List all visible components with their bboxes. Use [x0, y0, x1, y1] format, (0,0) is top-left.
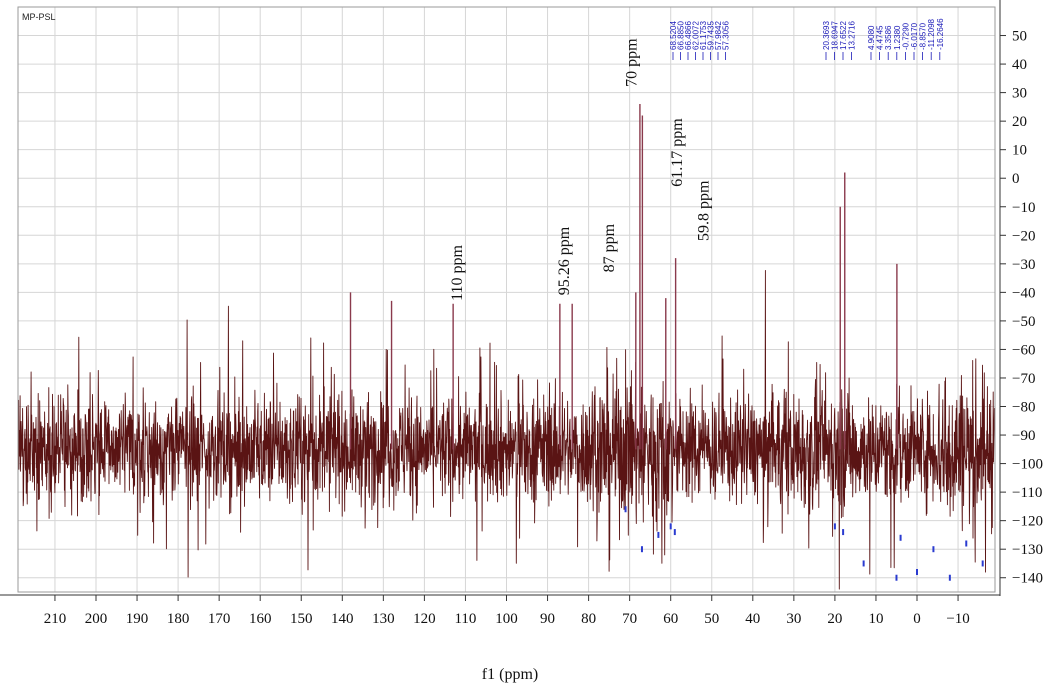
y-tick-label: −120 — [1012, 514, 1043, 530]
x-tick-label: 30 — [786, 611, 801, 627]
x-tick-label: 20 — [827, 611, 842, 627]
peak-annotation: 59.8 ppm — [696, 180, 713, 241]
x-tick-label: 170 — [208, 611, 231, 627]
peak-label: 1.2380 — [893, 25, 902, 50]
y-tick-label: 10 — [1012, 143, 1027, 159]
x-tick-label: 0 — [913, 611, 921, 627]
y-tick-label: 30 — [1012, 86, 1027, 102]
plot-frame — [17, 6, 996, 593]
peak-label: 13.2716 — [848, 21, 857, 50]
y-tick-label: −110 — [1012, 485, 1042, 501]
sample-label: MP-PSL — [22, 12, 56, 22]
peak-label: -16.2646 — [936, 18, 945, 50]
y-tick-label: 50 — [1012, 29, 1027, 45]
x-tick-label: 180 — [167, 611, 190, 627]
peak-annotation: 70 ppm — [624, 38, 641, 87]
peak-annotation: 110 ppm — [449, 245, 466, 301]
y-tick-label: −130 — [1012, 542, 1043, 558]
x-tick-label: 210 — [44, 611, 67, 627]
x-axis-title: f1 (ppm) — [482, 666, 538, 683]
x-tick-label: 40 — [745, 611, 760, 627]
x-tick-label: 150 — [290, 611, 313, 627]
y-tick-label: 0 — [1012, 171, 1020, 187]
x-tick-label: 110 — [454, 611, 476, 627]
peak-label: 4.4745 — [876, 25, 885, 50]
peak-label: 59.7435 — [707, 21, 716, 50]
peak-label: 57.3056 — [722, 21, 731, 50]
peak-label: 57.9842 — [714, 21, 723, 50]
integration-markers — [624, 506, 984, 581]
peak-label: 4.9080 — [867, 25, 876, 50]
x-tick-label: 130 — [372, 611, 395, 627]
peak-label: -11.2098 — [927, 18, 936, 50]
x-tick-label: 10 — [868, 611, 883, 627]
x-tick-label: 90 — [540, 611, 555, 627]
x-tick-label: 160 — [249, 611, 272, 627]
peak-label: 3.3586 — [884, 25, 893, 50]
peak-annotation: 61.17 ppm — [669, 118, 686, 187]
x-tick-label: 60 — [663, 611, 678, 627]
peak-annotation: 95.26 ppm — [556, 226, 573, 295]
y-tick-label: −100 — [1012, 457, 1043, 473]
peak-labels: 68.520466.885066.486662.007261.175359.74… — [669, 18, 945, 60]
x-tick-label: 80 — [581, 611, 596, 627]
y-tick-label: 20 — [1012, 114, 1027, 130]
peak-label: -0.7290 — [901, 22, 910, 50]
peak-label: -8.8570 — [919, 22, 928, 50]
peak-label: 62.0072 — [692, 21, 701, 50]
y-tick-label: −10 — [1012, 200, 1035, 216]
x-tick-label: 70 — [622, 611, 637, 627]
x-tick-label: 120 — [413, 611, 436, 627]
peak-label: 61.1753 — [699, 21, 708, 50]
spectrum-trace — [17, 270, 996, 590]
peak-label: -6.0170 — [910, 22, 919, 50]
spectrum-series — [17, 104, 996, 590]
y-tick-label: −140 — [1012, 571, 1043, 587]
y-tick-label: −20 — [1012, 228, 1035, 244]
y-tick-label: −70 — [1012, 371, 1035, 387]
x-tick-label: 140 — [331, 611, 354, 627]
peak-label: 66.4866 — [684, 21, 693, 50]
x-tick-label: 200 — [85, 611, 108, 627]
peak-label: 18.6947 — [831, 21, 840, 50]
peak-label: 68.5204 — [669, 21, 678, 50]
x-tick-label: 50 — [704, 611, 719, 627]
y-tick-label: 40 — [1012, 57, 1027, 73]
annotations: 110 ppm 95.26 ppm 87 ppm 70 ppm 61.17 ppm 59.… — [449, 38, 712, 301]
y-tick-label: −30 — [1012, 257, 1035, 273]
peak-label: 20.3693 — [822, 21, 831, 50]
x-tick-label: 100 — [495, 611, 518, 627]
y-tick-label: −60 — [1012, 342, 1035, 358]
axes: 210 200 190 180 170 160 150 140 130 120 110 100 90 80… — [0, 0, 1043, 627]
y-tick-label: −80 — [1012, 400, 1035, 416]
y-tick-label: −40 — [1012, 285, 1035, 301]
y-tick-label: −50 — [1012, 314, 1035, 330]
peak-annotation: 87 ppm — [601, 223, 618, 272]
y-tick-label: −90 — [1012, 428, 1035, 444]
peak-label: 66.8850 — [677, 21, 686, 50]
x-tick-label: 190 — [126, 611, 149, 627]
peak-label: 17.6522 — [839, 21, 848, 50]
x-tick-label: −10 — [946, 611, 969, 627]
